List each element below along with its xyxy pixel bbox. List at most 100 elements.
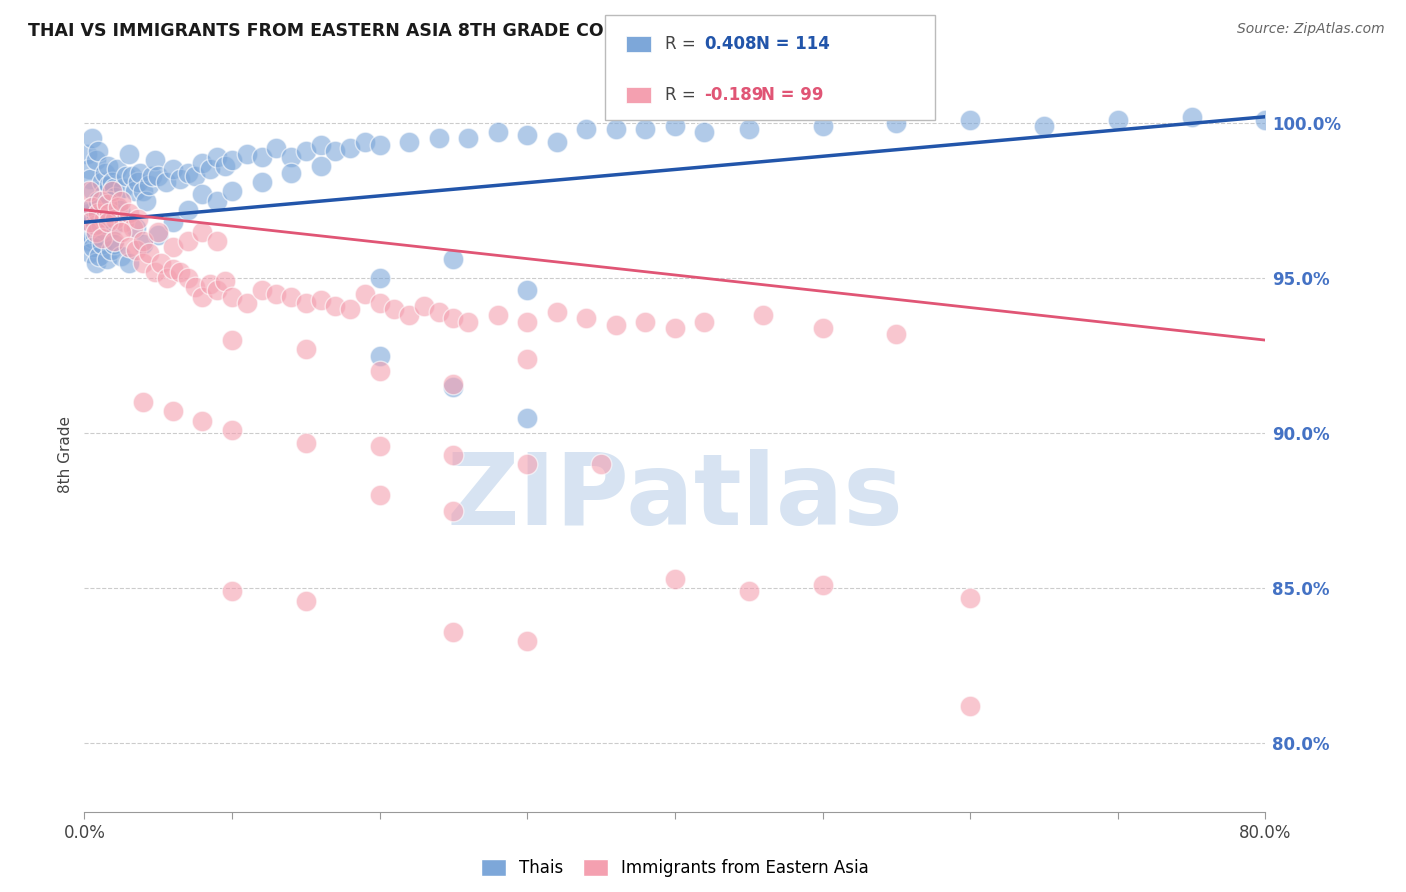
Point <box>162 261 184 276</box>
Point <box>280 150 302 164</box>
Point <box>82 184 104 198</box>
Point <box>205 234 228 248</box>
Text: R =: R = <box>665 35 702 53</box>
Point <box>89 212 111 227</box>
Point <box>83 202 105 217</box>
Point <box>368 271 391 285</box>
Text: N = 114: N = 114 <box>756 35 831 53</box>
Point <box>191 290 214 304</box>
Point <box>89 234 111 248</box>
Point <box>191 225 214 239</box>
Point <box>368 364 391 378</box>
Point <box>1181 110 1204 124</box>
Point <box>191 414 214 428</box>
Point <box>138 178 160 192</box>
Point <box>91 175 114 189</box>
Point <box>104 206 127 220</box>
Point <box>959 112 981 127</box>
Point <box>148 227 170 242</box>
Point <box>80 200 103 214</box>
Point <box>104 190 127 204</box>
Point <box>959 699 981 714</box>
Point <box>79 171 101 186</box>
Point <box>368 296 391 310</box>
Point <box>198 277 221 292</box>
Point <box>457 314 479 328</box>
Point <box>169 265 191 279</box>
Point <box>111 181 134 195</box>
Point <box>156 271 179 285</box>
Point <box>368 349 391 363</box>
Point <box>107 200 129 214</box>
Point <box>264 286 288 301</box>
Point <box>114 169 136 183</box>
Point <box>368 488 391 502</box>
Point <box>127 175 149 189</box>
Point <box>110 249 132 263</box>
Point <box>221 584 243 599</box>
Point <box>82 212 104 227</box>
Point <box>118 255 141 269</box>
Point <box>591 457 613 471</box>
Point <box>295 343 318 357</box>
Point <box>118 240 141 254</box>
Point <box>516 351 538 366</box>
Point <box>101 184 124 198</box>
Point <box>138 246 160 260</box>
Point <box>148 169 170 183</box>
Point <box>1107 112 1129 127</box>
Point <box>84 225 107 239</box>
Text: 0.408: 0.408 <box>704 35 756 53</box>
Point <box>90 196 112 211</box>
Point <box>177 202 200 217</box>
Point <box>89 249 111 263</box>
Point <box>457 131 479 145</box>
Point <box>664 572 686 586</box>
Point <box>127 212 149 227</box>
Point <box>80 200 103 214</box>
Point <box>90 194 112 208</box>
Point <box>77 184 100 198</box>
Point <box>125 243 148 257</box>
Point <box>86 194 108 208</box>
Point <box>141 169 163 183</box>
Point <box>198 162 221 177</box>
Point <box>441 376 464 391</box>
Point <box>693 125 716 139</box>
Point <box>250 284 273 298</box>
Point <box>103 181 125 195</box>
Point <box>169 171 191 186</box>
Point <box>738 584 761 599</box>
Point <box>93 212 115 227</box>
Point <box>354 135 377 149</box>
Point <box>110 225 132 239</box>
Point <box>546 135 568 149</box>
Point <box>575 311 598 326</box>
Point <box>135 194 157 208</box>
Point <box>118 147 141 161</box>
Point <box>82 240 104 254</box>
Point <box>124 184 146 198</box>
Point <box>427 131 450 145</box>
Point <box>811 119 834 133</box>
Point <box>236 147 259 161</box>
Point <box>605 318 627 332</box>
Point <box>132 236 155 251</box>
Point <box>280 290 302 304</box>
Point <box>79 215 101 229</box>
Point <box>516 410 538 425</box>
Point <box>236 296 259 310</box>
Point <box>97 160 120 174</box>
Point <box>91 231 114 245</box>
Point <box>98 194 121 208</box>
Point <box>148 225 170 239</box>
Point <box>96 196 118 211</box>
Point <box>104 212 127 227</box>
Point <box>162 215 184 229</box>
Point <box>103 236 125 251</box>
Point <box>162 240 184 254</box>
Point <box>441 504 464 518</box>
Point <box>93 206 115 220</box>
Point <box>177 271 200 285</box>
Point <box>250 150 273 164</box>
